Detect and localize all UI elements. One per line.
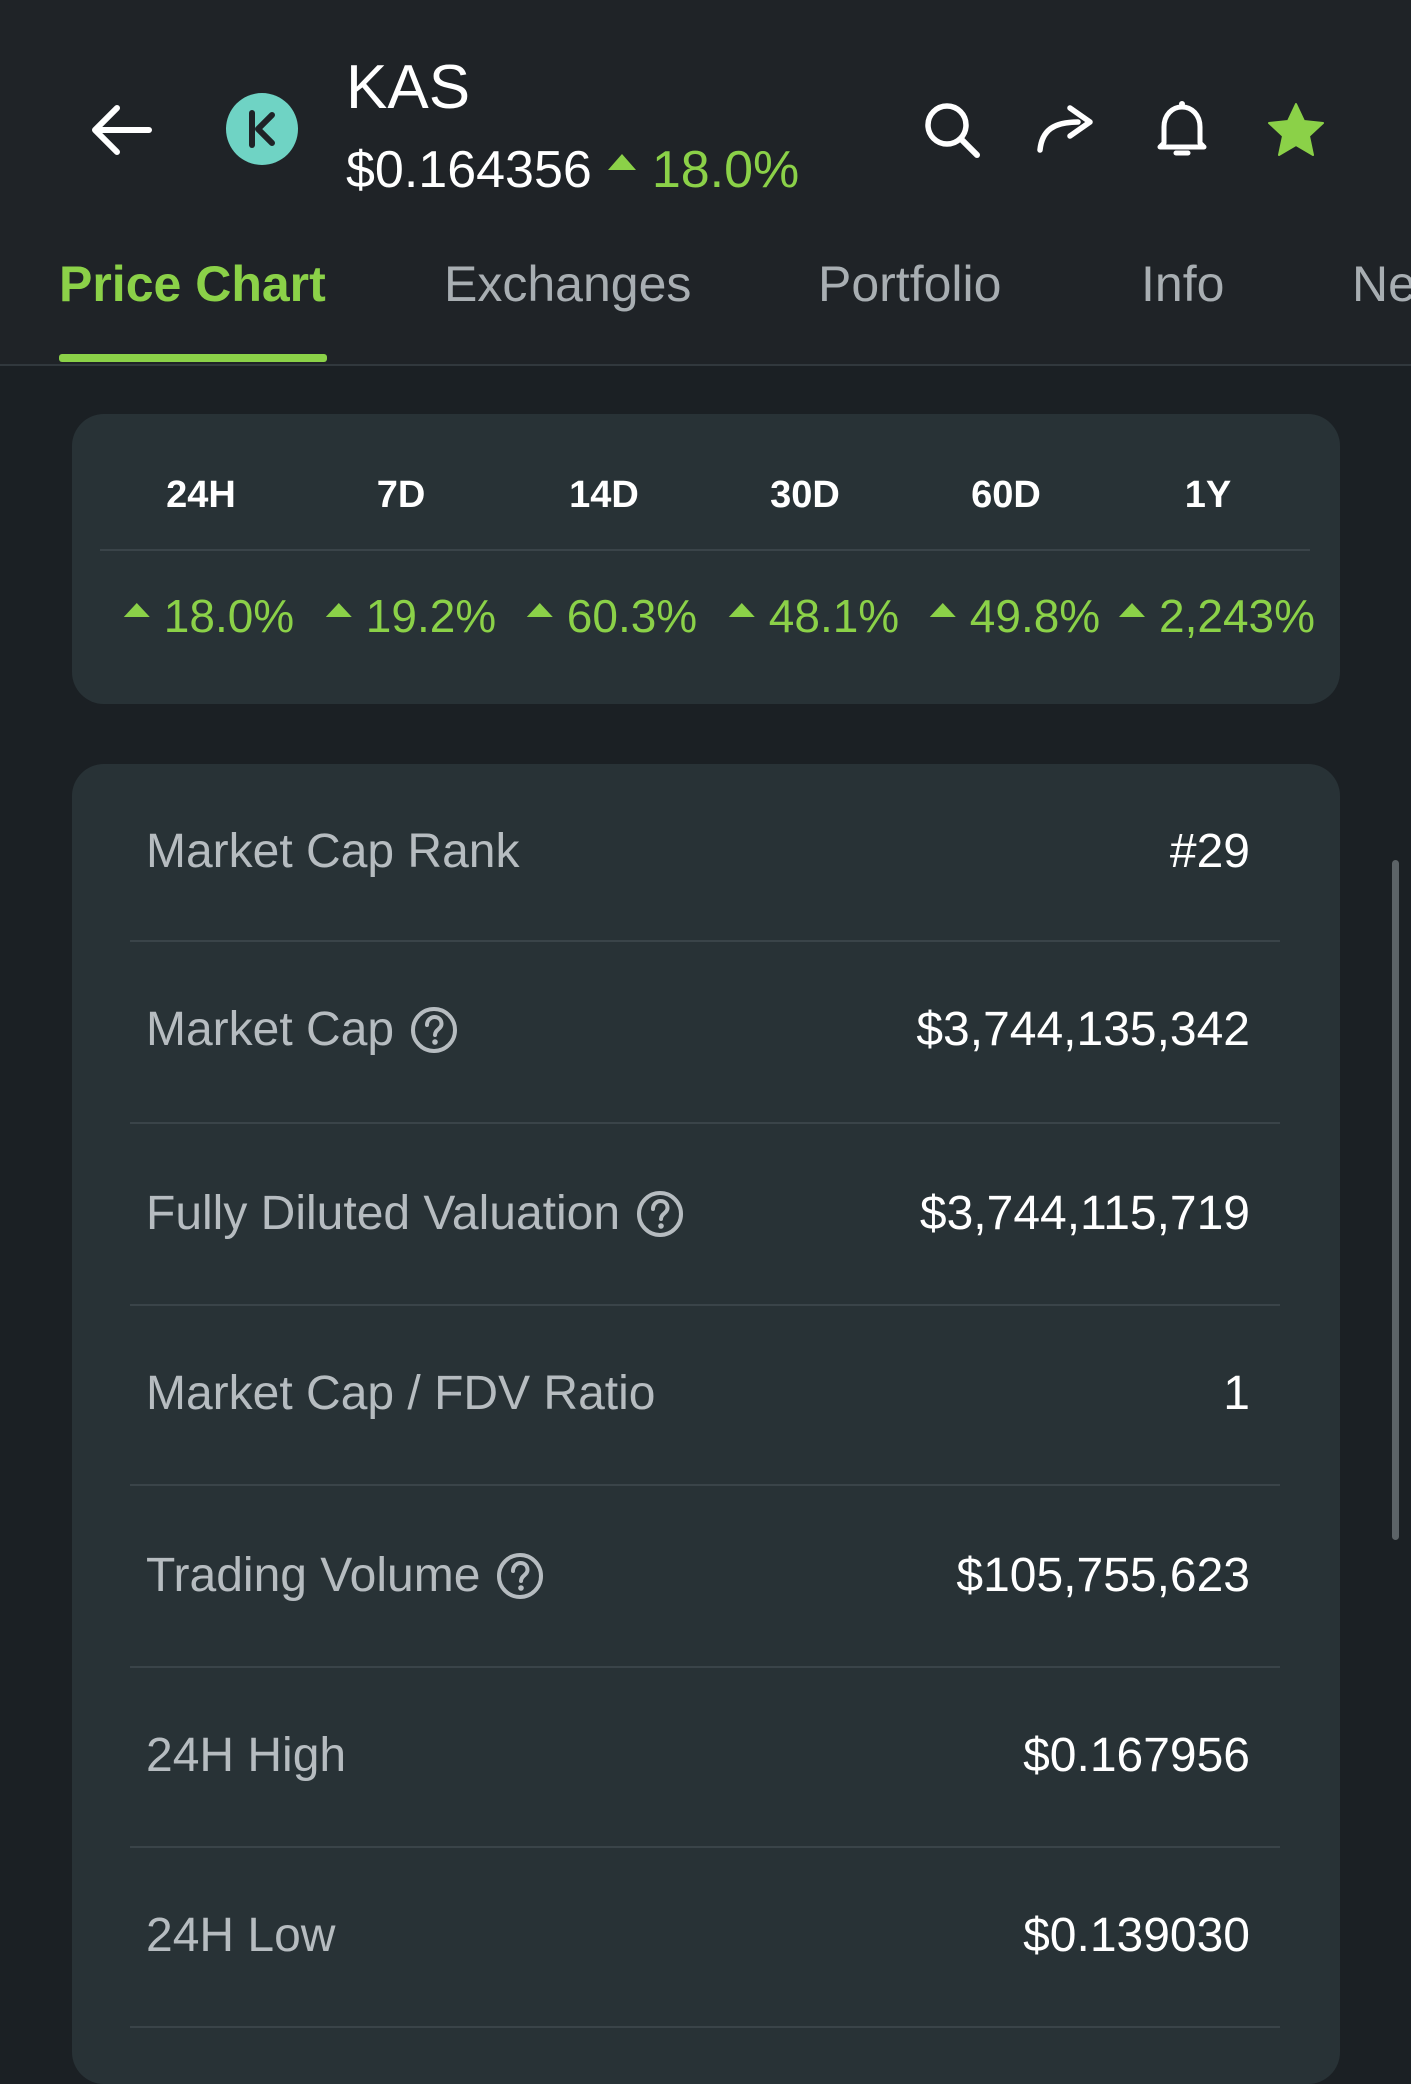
up-triangle-icon [728, 603, 755, 617]
stat-label: Market Cap [146, 1002, 458, 1057]
period-change-value: 60.3% [566, 590, 698, 642]
period-change-value: 19.2% [365, 590, 497, 642]
stat-value: $3,744,135,342 [916, 1003, 1250, 1056]
stat-row-24h-low: 24H Low $0.139030 [130, 1848, 1280, 2028]
period-label-30d: 30D [770, 474, 840, 516]
period-label-1y: 1Y [1184, 474, 1232, 516]
stat-row-fdv: Fully Diluted Valuation $3,744,115,719 [130, 1124, 1280, 1306]
search-icon [925, 103, 980, 158]
tab-exchanges[interactable]: Exchanges [444, 256, 692, 312]
search-button[interactable] [914, 92, 990, 168]
period-change-7d: 19.2% [322, 589, 496, 643]
stat-value: 1 [1223, 1367, 1250, 1420]
tab-bar: Price Chart Exchanges Portfolio Info Ne [0, 230, 1411, 366]
coin-header: KAS $0.164356 18.0% [0, 0, 1411, 230]
period-change-value: 18.0% [163, 590, 295, 642]
stat-label: Fully Diluted Valuation [146, 1186, 684, 1241]
current-price: $0.164356 [346, 141, 592, 199]
share-icon [1037, 105, 1093, 153]
tab-portfolio[interactable]: Portfolio [818, 256, 1002, 312]
period-change-1y: 2,243% [1115, 589, 1315, 643]
period-label-60d: 60D [971, 474, 1041, 516]
market-stats-card: Market Cap Rank #29 Market Cap $3,744,13… [72, 764, 1340, 2084]
share-button[interactable] [1028, 92, 1104, 168]
scrollbar[interactable] [1392, 860, 1399, 1540]
stat-value: $0.139030 [1023, 1909, 1250, 1962]
stat-row-24h-high: 24H High $0.167956 [130, 1668, 1280, 1848]
up-triangle-icon [1118, 603, 1145, 617]
stat-value: $105,755,623 [956, 1549, 1250, 1602]
kaspa-logo-icon [226, 93, 298, 165]
tab-news[interactable]: Ne [1352, 256, 1411, 312]
up-triangle-icon [929, 603, 956, 617]
period-label-14d: 14D [569, 474, 639, 516]
star-icon [1268, 103, 1324, 156]
price-row: $0.164356 18.0% [346, 140, 799, 200]
stat-label: Market Cap / FDV Ratio [146, 1367, 656, 1420]
up-triangle-icon [526, 603, 553, 617]
help-icon[interactable] [636, 1190, 684, 1238]
period-header [100, 414, 1310, 551]
period-change-24h: 18.0% [120, 589, 294, 643]
period-change-value: 48.1% [768, 590, 900, 642]
period-label-7d: 7D [376, 474, 426, 516]
price-change: 18.0% [651, 141, 800, 199]
up-triangle-icon [607, 154, 636, 170]
stat-value: $3,744,115,719 [919, 1187, 1250, 1240]
stat-row-market-cap: Market Cap $3,744,135,342 [130, 942, 1280, 1124]
period-change-30d: 48.1% [725, 589, 899, 643]
coin-symbol: KAS [346, 53, 471, 122]
help-icon[interactable] [410, 1006, 458, 1054]
stat-value: #29 [1169, 825, 1250, 878]
stat-label: 24H Low [146, 1909, 336, 1962]
stat-row-trading-volume: Trading Volume $105,755,623 [130, 1486, 1280, 1668]
tab-price-chart[interactable]: Price Chart [59, 256, 326, 312]
period-change-value: 49.8% [969, 590, 1101, 642]
stat-row-market-cap-rank: Market Cap Rank #29 [130, 764, 1280, 942]
stat-row-mcap-fdv-ratio: Market Cap / FDV Ratio 1 [130, 1306, 1280, 1486]
stat-label: Trading Volume [146, 1548, 544, 1603]
active-tab-indicator [59, 354, 327, 362]
stat-value: $0.167956 [1023, 1729, 1250, 1782]
favorite-button[interactable] [1258, 92, 1334, 168]
stat-label: 24H High [146, 1729, 347, 1782]
back-button[interactable] [80, 90, 160, 170]
bell-icon [1157, 101, 1207, 156]
up-triangle-icon [325, 603, 352, 617]
tab-info[interactable]: Info [1141, 256, 1225, 312]
back-arrow-icon [92, 105, 152, 155]
stat-label: Market Cap Rank [146, 825, 520, 878]
help-icon[interactable] [496, 1552, 544, 1600]
period-change-14d: 60.3% [523, 589, 697, 643]
period-change-60d: 49.8% [926, 589, 1100, 643]
up-triangle-icon [123, 603, 150, 617]
price-alert-button[interactable] [1144, 92, 1220, 168]
period-label-24h: 24H [166, 474, 236, 516]
period-change-value: 2,243% [1158, 590, 1316, 642]
period-performance-card: 24H 7D 14D 30D 60D 1Y 18.0% 19.2% 60.3% … [72, 414, 1340, 704]
